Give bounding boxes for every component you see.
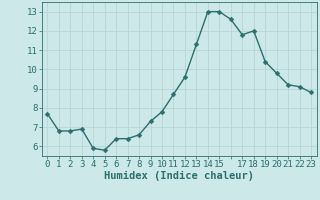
X-axis label: Humidex (Indice chaleur): Humidex (Indice chaleur) — [104, 171, 254, 181]
